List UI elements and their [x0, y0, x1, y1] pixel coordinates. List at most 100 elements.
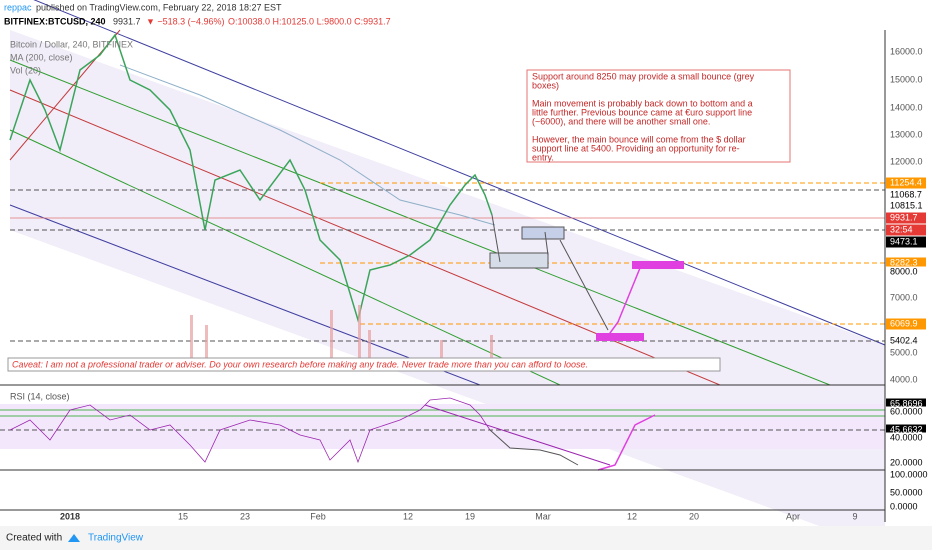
badge-label: 9473.1: [890, 236, 918, 246]
time-tick: 12: [403, 511, 413, 521]
footer-brand[interactable]: TradingView: [88, 533, 144, 544]
magenta-box: [596, 333, 644, 341]
green-line: [9, 129, 561, 386]
caveat-box: [7, 357, 721, 372]
author[interactable]: reppac: [4, 2, 32, 12]
badge: [886, 457, 926, 469]
change: ▼ −518.3 (−4.96%): [146, 16, 224, 26]
badge: [886, 469, 926, 481]
rsi-band: [0, 404, 885, 449]
last: 9931.7: [113, 16, 141, 26]
price-tick: 4000.0: [890, 374, 918, 384]
logo: [68, 534, 80, 542]
annotation-line: However, the main bounce will come from …: [532, 134, 746, 144]
badge: [886, 432, 926, 444]
badge: [886, 318, 926, 330]
legend: MA (200, close): [10, 52, 73, 62]
ohlc: O:10038.0 H:10125.0 L:9800.0 C:9931.7: [228, 16, 391, 26]
price-tick: 5000.0: [890, 347, 918, 357]
time-tick: 15: [178, 511, 188, 521]
rsi-label: RSI (14, close): [10, 391, 70, 401]
rsi-trend: [424, 404, 611, 466]
channel-bottom: [9, 204, 481, 386]
grey-box: [489, 252, 549, 269]
annotation-line: (~6000), and there will be another small…: [532, 116, 710, 126]
time-tick: Apr: [786, 511, 800, 521]
badge-label: 6069.9: [890, 318, 918, 328]
blue-box: [521, 226, 565, 240]
badge: [886, 200, 926, 212]
badge-label: 5402.4: [890, 335, 918, 345]
badge: [886, 236, 926, 248]
price-tick: 14000.0: [890, 102, 923, 112]
badge: [886, 224, 926, 236]
legend: Vol (20): [10, 65, 41, 75]
time-tick: 23: [240, 511, 250, 521]
time-tick: 12: [627, 511, 637, 521]
price-line: [9, 33, 493, 323]
green-line: [9, 59, 831, 386]
ma-line: [119, 64, 496, 226]
badge-label: 9931.7: [890, 212, 918, 222]
badge: [886, 406, 926, 418]
footer-text: Created with: [6, 533, 62, 544]
badge-label: 0.0000: [890, 501, 918, 511]
badge: [886, 266, 926, 278]
badge: [886, 335, 926, 347]
levels: [10, 182, 885, 342]
badge-label: 32:54: [890, 224, 913, 234]
time-tick: 20: [689, 511, 699, 521]
badge: [886, 424, 926, 436]
badge: [886, 257, 926, 269]
badge-label: 20.0000: [890, 457, 923, 467]
price-tick: 13000.0: [890, 129, 923, 139]
channel-top: [33, 0, 886, 346]
badge: [886, 487, 926, 499]
arrow: [604, 267, 641, 341]
volume: [190, 305, 493, 360]
arrow: [491, 214, 501, 263]
annotation: Support around 8250 may provide a small …: [532, 71, 755, 162]
badge-label: 50.0000: [890, 487, 923, 497]
badge-label: 45.6632: [890, 424, 923, 434]
arrow: [544, 231, 549, 256]
annotation-line: Support around 8250 may provide a small …: [532, 71, 755, 81]
price-tick: 7000.0: [890, 292, 918, 302]
published: published on TradingView.com, February 2…: [36, 2, 282, 12]
badge-label: 10815.1: [890, 200, 923, 210]
time-tick: 9: [852, 511, 857, 521]
rsi-projection: [597, 414, 656, 471]
badge-label: 65.8696: [890, 398, 923, 408]
annotation-line: entry.: [532, 152, 554, 162]
rsi-projection: [489, 429, 579, 466]
annotation-line: Main movement is probably back down to b…: [532, 98, 753, 108]
badge: [886, 212, 926, 224]
annotation-line: support line at 5400. Providing an oppor…: [532, 143, 740, 153]
time-tick: 2018: [60, 511, 80, 521]
badge-label: 11254.4: [890, 177, 922, 187]
annotation-line: little further. Previous bounce came at …: [532, 107, 752, 117]
badge-label: 60.0000: [890, 406, 923, 416]
badge-label: 100.0000: [890, 469, 928, 479]
time-tick: Mar: [535, 511, 551, 521]
price-tick: 16000.0: [890, 46, 923, 56]
footer: [0, 526, 932, 550]
caveat: Caveat: I am not a professional trader o…: [12, 359, 588, 369]
badge-label: 11068.7: [890, 189, 922, 199]
arrow: [559, 239, 609, 331]
rsi: [9, 397, 491, 464]
price-tick: 15000.0: [890, 74, 923, 84]
annotation-line: boxes): [532, 80, 559, 90]
legend: Bitcoin / Dollar, 240, BITFINEX: [10, 39, 133, 49]
badge: [886, 189, 926, 201]
symbol: BITFINEX:BTCUSD, 240: [4, 16, 106, 26]
badge: [886, 398, 926, 410]
price-tick: 12000.0: [890, 156, 923, 166]
badge: [886, 177, 926, 189]
time-tick: Feb: [310, 511, 326, 521]
badge-label: 8282.3: [890, 257, 918, 267]
magenta-box: [632, 261, 684, 269]
badge-label: 40.0000: [890, 432, 923, 442]
annotation-box: [526, 69, 791, 163]
